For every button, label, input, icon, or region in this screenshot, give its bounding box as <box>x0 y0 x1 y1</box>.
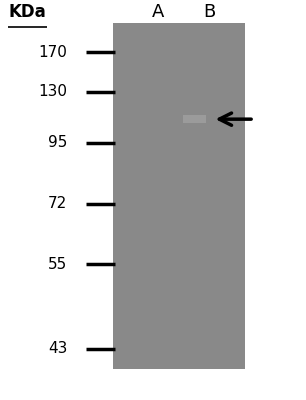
Text: 72: 72 <box>48 196 67 211</box>
Text: 43: 43 <box>48 342 67 356</box>
Text: B: B <box>203 3 216 21</box>
Text: 95: 95 <box>48 135 67 150</box>
Text: KDa: KDa <box>9 3 47 21</box>
Text: A: A <box>151 3 164 21</box>
Bar <box>113 23 245 368</box>
Text: 170: 170 <box>39 45 67 60</box>
Text: 55: 55 <box>48 257 67 272</box>
Text: 130: 130 <box>38 84 67 99</box>
Bar <box>183 115 206 123</box>
